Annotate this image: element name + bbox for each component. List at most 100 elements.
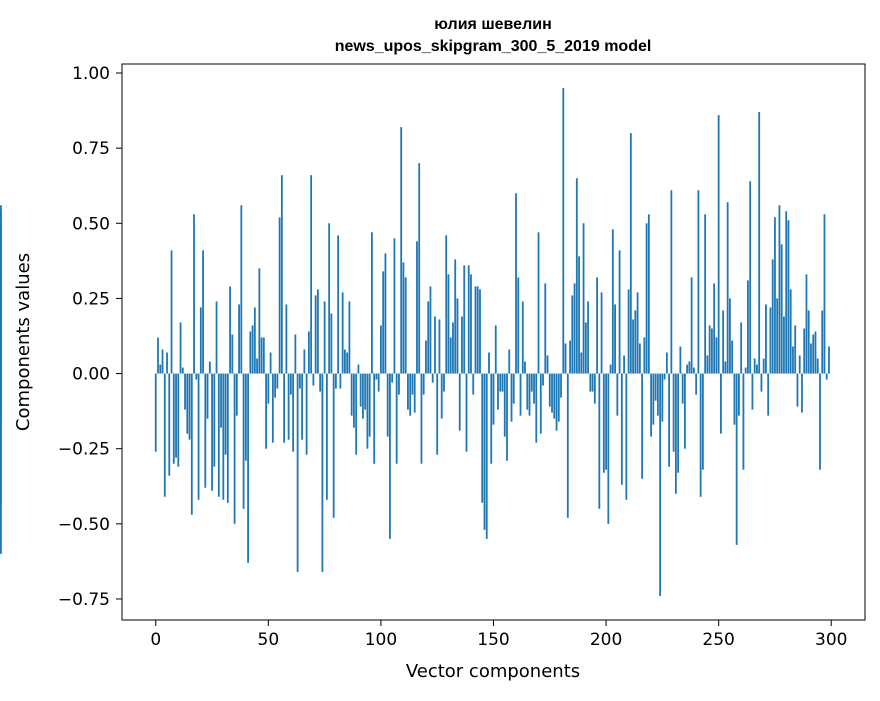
bar-component-189 (580, 352, 583, 374)
bar-component-277 (778, 205, 781, 374)
bar-component-34 (231, 334, 234, 374)
bar-component-144 (479, 289, 481, 374)
bar-component-137 (463, 265, 466, 374)
bar-component-294 (816, 358, 819, 374)
bar-component-139 (467, 265, 470, 374)
bar-component-62 (294, 334, 297, 374)
bar-component-91 (359, 373, 362, 407)
bar-component-121 (427, 301, 430, 374)
bar-component-1 (157, 337, 159, 374)
bar-component-291 (810, 343, 812, 374)
bar-component-77 (328, 223, 331, 374)
bar-component-295 (819, 373, 821, 470)
bar-component-176 (551, 373, 553, 413)
bar-component-70 (312, 373, 315, 386)
bar-component-152 (497, 373, 499, 410)
bar-component-123 (431, 373, 434, 383)
bar-component-287 (801, 373, 803, 413)
bar-component-110 (402, 262, 405, 374)
bar-component-41 (247, 373, 249, 563)
bar-component-234 (681, 373, 684, 404)
bar-component-220 (650, 373, 653, 437)
bar-component-64 (298, 373, 301, 389)
y-tick-label: 0.00 (72, 365, 110, 385)
bar-component-208 (623, 355, 625, 374)
bar-component-39 (242, 373, 245, 509)
bar-component-211 (629, 133, 632, 374)
bar-component-274 (771, 259, 774, 374)
bar-component-113 (409, 373, 412, 416)
bar-component-undefined (0, 358, 2, 374)
bar-component-86 (348, 301, 351, 374)
bar-component-207 (620, 373, 623, 485)
bar-component-236 (686, 364, 689, 374)
bar-component-126 (438, 319, 441, 374)
bar-component-188 (578, 256, 580, 374)
bar-component-7 (170, 250, 173, 374)
bar-component-206 (618, 250, 621, 374)
bar-component-159 (512, 373, 515, 404)
bar-component-59 (287, 373, 290, 440)
bar-component-222 (654, 373, 657, 401)
bar-component-284 (794, 325, 797, 374)
bar-component-57 (283, 373, 286, 443)
bar-component-157 (508, 349, 511, 374)
x-tick-label: 300 (815, 630, 847, 650)
bar-component-67 (305, 373, 308, 455)
bar-component-74 (321, 373, 324, 572)
bar-component-116 (416, 241, 418, 374)
bar-component-154 (501, 373, 504, 392)
bar-component-197 (598, 373, 601, 509)
bar-component-54 (276, 373, 279, 389)
bar-component-150 (492, 373, 495, 425)
bar-component-209 (625, 373, 628, 500)
bar-component-undefined (0, 220, 2, 374)
bar-component-166 (528, 373, 531, 416)
bar-component-192 (587, 301, 589, 374)
bar-component-178 (555, 373, 558, 431)
bar-component-14 (186, 373, 189, 434)
bar-component-186 (573, 283, 576, 374)
bar-component-276 (776, 298, 779, 374)
bar-component-298 (825, 373, 828, 380)
bar-component-260 (740, 322, 743, 374)
bar-component-15 (188, 373, 191, 440)
bar-component-135 (458, 373, 461, 431)
bar-component-50 (267, 373, 270, 404)
bar-component-185 (571, 295, 574, 374)
bar-component-27 (215, 301, 218, 374)
bar-component-169 (535, 373, 538, 443)
bar-component-20 (199, 307, 202, 374)
bar-component-145 (481, 373, 484, 503)
bar-component-262 (744, 367, 747, 374)
bar-component-10 (177, 373, 180, 467)
bar-component-142 (474, 286, 477, 374)
x-tick-label: 150 (477, 630, 509, 650)
bar-component-119 (422, 373, 425, 395)
bar-component-107 (395, 373, 398, 464)
bar-component-224 (659, 373, 662, 596)
bar-component-24 (208, 361, 211, 374)
y-tick-label: 0.25 (72, 289, 110, 309)
bar-component-196 (596, 277, 598, 374)
bar-component-87 (350, 373, 353, 416)
bar-component-226 (663, 373, 666, 380)
bar-component-264 (749, 181, 752, 374)
bar-component-138 (465, 373, 468, 452)
bar-component-270 (762, 358, 765, 374)
bar-component-251 (720, 373, 722, 434)
bar-component-84 (344, 349, 346, 374)
bar-component-160 (515, 193, 517, 374)
bar-component-33 (229, 286, 231, 374)
bar-component-3 (161, 349, 164, 374)
bar-component-56 (280, 175, 283, 374)
bar-component-244 (704, 214, 707, 374)
bar-component-114 (411, 373, 414, 395)
bar-component-190 (582, 223, 585, 374)
bar-component-78 (330, 313, 333, 374)
bar-component-28 (217, 373, 220, 497)
bar-component-183 (566, 373, 569, 518)
bar-component-73 (319, 373, 322, 392)
bar-component-235 (683, 373, 686, 449)
bar-component-131 (449, 337, 452, 374)
